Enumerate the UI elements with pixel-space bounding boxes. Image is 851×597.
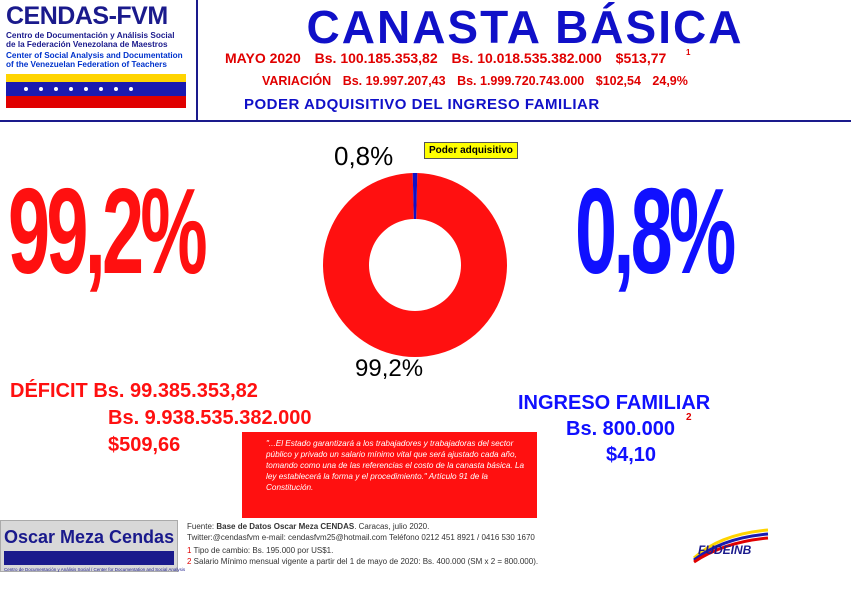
logo-subtitle-en-line1: Center of Social Analysis and Documentat… [6, 51, 183, 60]
mayo-2020-line: MAYO 2020 Bs. 100.185.353,82 Bs. 10.018.… [225, 50, 676, 66]
venezuela-flag-icon [6, 74, 186, 108]
mayo-label: MAYO 2020 [225, 50, 301, 66]
ingreso-label: INGRESO FAMILIAR [518, 392, 711, 414]
big-ingreso-percent: 0,8% [575, 163, 736, 299]
footnote-2-number: 2 [187, 557, 192, 566]
donut-slice-deficit [323, 173, 507, 357]
ingreso-usd: $4,10 [606, 444, 657, 466]
footnote-1-number: 1 [187, 546, 192, 555]
header-bottom-rule [0, 120, 851, 122]
chart-legend: Poder adquisitivo [424, 142, 518, 159]
logo-subtitle-en: Center of Social Analysis and Documentat… [6, 51, 183, 69]
deficit-bs: DÉFICIT Bs. 99.385.353,82 [10, 380, 258, 402]
mayo-bs: Bs. 100.185.353,82 [314, 50, 438, 66]
footer-source-name: Base de Datos Oscar Meza CENDAS [216, 522, 355, 531]
donut-slice-poder [412, 173, 418, 220]
footnote-1: 1 Tipo de cambio: Bs. 195.000 por US$1. [187, 546, 333, 555]
mayo-usd: $513,77 [615, 50, 667, 66]
fundeim-logo: FUDEINB [692, 528, 769, 564]
ingreso-bs: Bs. 800.000 [566, 418, 675, 440]
deficit-bs-old: Bs. 9.938.535.382.000 [108, 407, 312, 429]
footnote-2-text: Salario Mínimo mensual vigente a partir … [191, 557, 539, 566]
variacion-percent: 24,9% [652, 74, 688, 88]
footer-source-prefix: Fuente: [187, 522, 217, 531]
constitution-quote: "...El Estado garantizará a los trabajad… [242, 432, 537, 518]
footer-source: Fuente: Base de Datos Oscar Meza CENDAS.… [187, 522, 429, 531]
variacion-line: VARIACIÓN Bs. 19.997.207,43 Bs. 1.999.72… [262, 74, 696, 88]
variacion-bs: Bs. 19.997.207,43 [342, 74, 446, 88]
donut-chart [323, 173, 507, 357]
footnote-mark-2: 2 [686, 412, 692, 423]
mayo-bs-old: Bs. 10.018.535.382.000 [451, 50, 602, 66]
logo-title: CENDAS-FVM [6, 2, 168, 30]
footer-logo-caption: Centro de Documentación y Análisis Socia… [4, 567, 186, 572]
footnote-2: 2 Salario Mínimo mensual vigente a parti… [187, 557, 538, 566]
logo-subtitle-es-line1: Centro de Documentación y Análisis Socia… [6, 31, 175, 40]
variacion-bs-old: Bs. 1.999.720.743.000 [457, 74, 585, 88]
data-label-deficit: 99,2% [355, 355, 424, 382]
footer-source-suffix: . Caracas, julio 2020. [354, 522, 430, 531]
header-divider [196, 0, 198, 120]
footer-name: Oscar Meza Cendas [4, 527, 175, 547]
footnote-1-text: Tipo de cambio: Bs. 195.000 por US$1. [191, 546, 334, 555]
logo-subtitle-es: Centro de Documentación y Análisis Socia… [6, 31, 175, 49]
big-deficit-percent: 99,2% [8, 163, 208, 299]
logo-subtitle-es-line2: de la Federación Venezolana de Maestros [6, 40, 168, 49]
variacion-usd: $102,54 [595, 74, 641, 88]
footer-logo-stripe [4, 551, 174, 565]
fundeim-logo-text: FUDEINB [698, 543, 752, 557]
footnote-mark-1: 1 [686, 48, 691, 57]
page-title: CANASTA BÁSICA [306, 1, 744, 53]
footer-contact: Twitter:@cendasfvm e-mail: cendasfvm25@h… [187, 533, 535, 542]
variacion-label: VARIACIÓN [262, 74, 332, 88]
poder-adquisitivo-subtitle: PODER ADQUISITIVO DEL INGRESO FAMILIAR [244, 96, 600, 113]
logo-subtitle-en-line2: of the Venezuelan Federation of Teachers [6, 60, 167, 69]
deficit-usd: $509,66 [108, 434, 181, 456]
data-label-poder: 0,8% [334, 141, 394, 171]
